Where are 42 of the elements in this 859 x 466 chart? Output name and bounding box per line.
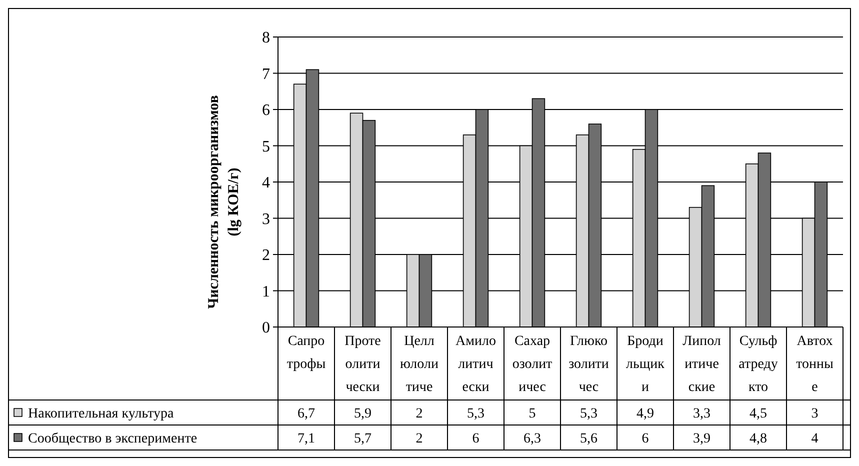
x-tick-label: Автохтонные xyxy=(796,334,834,395)
y-tick-label: 1 xyxy=(262,283,270,300)
x-tick-label: Сульфатредукто xyxy=(738,334,778,395)
data-label: 4,9 xyxy=(636,406,654,422)
data-label: 5,9 xyxy=(354,406,372,422)
data-label: 3 xyxy=(811,406,818,422)
x-tick-label: Глюкозолитичес xyxy=(568,334,610,395)
x-tick-label: Сахарозолитичес xyxy=(512,334,552,395)
y-tick-label: 8 xyxy=(262,30,270,47)
data-label: 4,5 xyxy=(750,406,767,422)
x-tick-label: Липолитические xyxy=(682,334,721,395)
y-tick-label: 0 xyxy=(262,320,270,337)
data-label: 3,3 xyxy=(693,406,710,422)
data-label: 5,3 xyxy=(467,406,484,422)
data-label: 3,9 xyxy=(693,431,710,446)
legend-label: Сообщество в эксперименте xyxy=(28,431,198,446)
data-label: 5,6 xyxy=(580,431,598,446)
data-label: 4 xyxy=(811,431,818,446)
data-label: 2 xyxy=(416,406,423,422)
x-tick-label: Протеолитически xyxy=(344,334,381,395)
y-tick-label: 2 xyxy=(262,247,270,264)
data-label: 7,1 xyxy=(298,431,315,446)
y-tick-label: 3 xyxy=(262,210,270,228)
x-tick-label: Сапротрофы xyxy=(286,334,326,372)
data-label: 6,3 xyxy=(524,431,541,446)
data-label: 4,8 xyxy=(750,431,767,446)
data-label: 5,7 xyxy=(354,431,372,446)
data-label: 5 xyxy=(528,406,536,422)
legend-label: Накопительная культура xyxy=(28,406,175,422)
y-axis-title: Численность микроорганизмов (lg КОЕ/г) xyxy=(206,95,242,309)
x-tick-label: Целлюлолитиче xyxy=(400,334,439,395)
y-tick-label: 5 xyxy=(262,138,270,156)
data-label: 2 xyxy=(416,431,423,446)
x-tick-label: Амилолитически xyxy=(456,334,496,395)
data-label: 6,7 xyxy=(298,406,315,422)
y-tick-label: 4 xyxy=(262,174,270,192)
data-label: 6 xyxy=(472,431,480,446)
data-label: 6 xyxy=(642,431,649,446)
x-tick-label: Бродильщики xyxy=(626,334,665,395)
y-tick-label: 6 xyxy=(262,102,270,120)
y-tick-label: 7 xyxy=(262,66,270,83)
data-label: 5,3 xyxy=(580,406,598,422)
